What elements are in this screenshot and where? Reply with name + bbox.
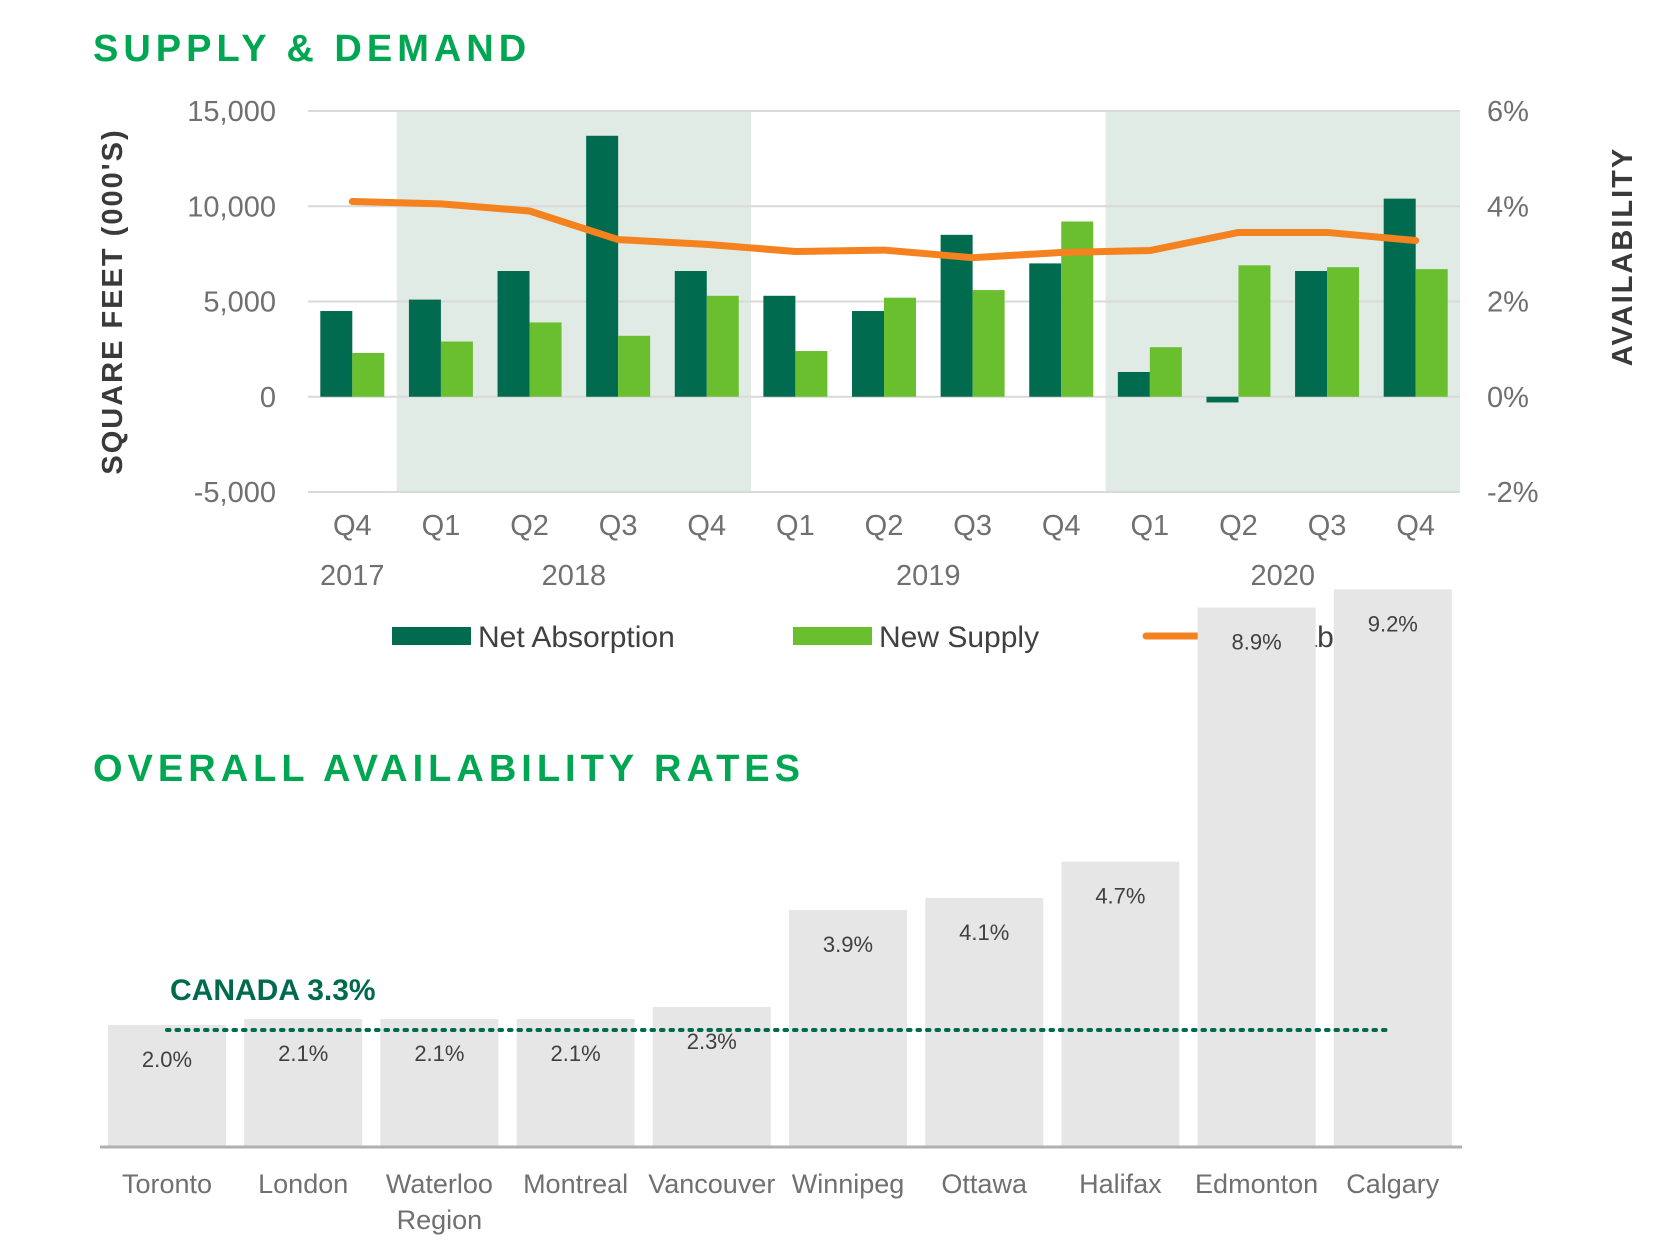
x-tick-label: Q1 xyxy=(422,510,461,542)
canada-reference-label: CANADA 3.3% xyxy=(170,974,376,1007)
net-absorption-bar xyxy=(1383,198,1416,397)
availability-bar xyxy=(925,897,1044,1146)
x-tick-label: Q4 xyxy=(1396,510,1435,542)
year-label: 2017 xyxy=(320,560,385,592)
availability-bar xyxy=(1061,861,1180,1146)
year-label: 2019 xyxy=(896,560,961,592)
net-absorption-bar xyxy=(1029,263,1062,397)
legend-swatch-net-absorption xyxy=(392,627,471,645)
category-label: London xyxy=(258,1169,348,1199)
year-label: 2020 xyxy=(1251,560,1316,592)
new-supply-bar xyxy=(884,297,916,397)
supply-demand-title: SUPPLY & DEMAND xyxy=(93,28,532,70)
new-supply-bar xyxy=(529,322,562,397)
y2-axis-title: AVAILABILITY xyxy=(1607,147,1639,366)
value-label: 2.3% xyxy=(687,1029,737,1054)
x-tick-label: Q3 xyxy=(599,510,638,542)
availability-bar xyxy=(380,1018,499,1146)
x-tick-label: Q4 xyxy=(1042,510,1081,542)
category-label: Ottawa xyxy=(941,1169,1028,1199)
y-axis-title: SQUARE FEET (000'S) xyxy=(97,128,129,474)
y-tick-label: 0 xyxy=(260,382,276,414)
net-absorption-bar xyxy=(674,271,707,397)
category-label: Halifax xyxy=(1079,1169,1162,1199)
x-tick-label: Q2 xyxy=(865,510,904,542)
net-absorption-bar xyxy=(852,311,884,397)
category-label: Vancouver xyxy=(648,1169,775,1199)
legend-swatch-new-supply xyxy=(793,627,872,645)
net-absorption-bar xyxy=(586,135,619,397)
year-label: 2018 xyxy=(542,560,607,592)
category-label: Edmonton xyxy=(1195,1169,1318,1199)
value-label: 2.1% xyxy=(551,1041,601,1066)
new-supply-bar xyxy=(352,352,385,397)
new-supply-bar xyxy=(618,335,651,397)
legend-label-net-absorption: Net Absorption xyxy=(478,621,675,654)
legend-label-availability: Availability xyxy=(1236,621,1377,654)
y2-tick-label: 4% xyxy=(1487,191,1529,223)
new-supply-bar xyxy=(795,351,828,397)
availability-bar xyxy=(789,910,907,1146)
y-tick-label: 10,000 xyxy=(187,191,276,223)
x-tick-label: Q3 xyxy=(953,510,992,542)
y-tick-label: -5,000 xyxy=(194,477,276,509)
category-label: Toronto xyxy=(122,1169,212,1199)
x-tick-label: Q4 xyxy=(333,510,372,542)
new-supply-bar xyxy=(1415,269,1448,397)
category-label: Montreal xyxy=(523,1169,628,1199)
value-label: 2.1% xyxy=(278,1041,328,1066)
net-absorption-bar xyxy=(763,295,796,397)
x-tick-label: Q1 xyxy=(1131,510,1170,542)
x-tick-label: Q1 xyxy=(776,510,815,542)
net-absorption-bar xyxy=(320,311,353,397)
new-supply-bar xyxy=(440,341,473,397)
supply-demand-chart: 15,000 10,000 5,000 0 -5,000 6% 4% 2% 0% -2% Q4 Q1 Q… xyxy=(97,96,1639,654)
availability-bar xyxy=(652,1006,771,1146)
new-supply-bar xyxy=(1238,265,1271,397)
net-absorption-bar xyxy=(940,234,973,397)
net-absorption-bar xyxy=(1206,396,1239,403)
value-label: 3.9% xyxy=(823,932,873,957)
value-label: 2.0% xyxy=(142,1047,192,1072)
y2-tick-label: 2% xyxy=(1487,287,1529,319)
category-label: Region xyxy=(397,1205,483,1235)
category-label: Calgary xyxy=(1346,1169,1440,1199)
net-absorption-bar xyxy=(497,271,530,397)
x-tick-label: Q2 xyxy=(1219,510,1258,542)
category-label: Waterloo xyxy=(386,1169,493,1199)
availability-bar xyxy=(516,1018,635,1146)
new-supply-bar xyxy=(1061,221,1094,397)
value-label: 2.1% xyxy=(414,1041,464,1066)
net-absorption-bar xyxy=(1295,271,1328,397)
availability-line xyxy=(348,197,1420,262)
new-supply-bar xyxy=(972,290,1005,397)
category-label: Winnipeg xyxy=(792,1169,905,1199)
new-supply-bar xyxy=(1149,347,1182,397)
x-tick-label: Q3 xyxy=(1308,510,1347,542)
y-tick-label: 15,000 xyxy=(187,96,276,128)
x-tick-label: Q2 xyxy=(510,510,549,542)
net-absorption-bar xyxy=(1117,371,1150,397)
net-absorption-bar xyxy=(408,299,441,397)
legend-label-new-supply: New Supply xyxy=(879,621,1039,654)
value-label: 4.7% xyxy=(1095,884,1145,909)
availability-bar xyxy=(244,1018,363,1146)
value-label: 4.1% xyxy=(959,920,1009,945)
x-tick-label: Q4 xyxy=(687,510,726,542)
availability-bar xyxy=(108,1025,226,1146)
availability-rates-title: OVERALL AVAILABILITY RATES xyxy=(93,748,805,790)
y2-tick-label: 6% xyxy=(1487,96,1529,128)
new-supply-bar xyxy=(706,295,739,397)
y2-tick-label: 0% xyxy=(1487,382,1529,414)
y-tick-label: 5,000 xyxy=(203,287,276,319)
y2-tick-label: -2% xyxy=(1487,477,1539,509)
new-supply-bar xyxy=(1327,267,1360,397)
